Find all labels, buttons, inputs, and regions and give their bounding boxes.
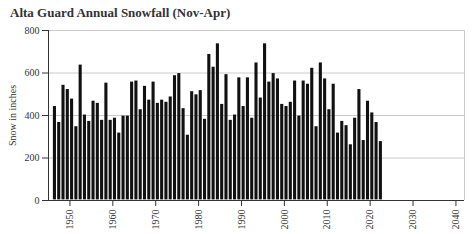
svg-text:1980: 1980 [193, 210, 204, 230]
svg-text:600: 600 [25, 67, 40, 78]
svg-text:1990: 1990 [236, 210, 247, 230]
svg-text:1960: 1960 [107, 210, 118, 230]
svg-text:800: 800 [25, 25, 40, 36]
svg-text:Snow in inches: Snow in inches [7, 85, 18, 146]
html-text:Alta Guard Annual Snowfall (No: Alta Guard Annual Snowfall (Nov-Apr) [10, 5, 231, 20]
svg-text:0: 0 [35, 195, 40, 206]
svg-text:400: 400 [25, 110, 40, 121]
svg-text:2020: 2020 [364, 210, 375, 230]
svg-text:2040: 2040 [450, 210, 461, 230]
svg-text:200: 200 [25, 152, 40, 163]
svg-text:2000: 2000 [279, 210, 290, 230]
svg-text:2010: 2010 [321, 210, 332, 230]
svg-text:1950: 1950 [64, 210, 75, 230]
svg-text:2030: 2030 [407, 210, 418, 230]
svg-text:1970: 1970 [150, 210, 161, 230]
